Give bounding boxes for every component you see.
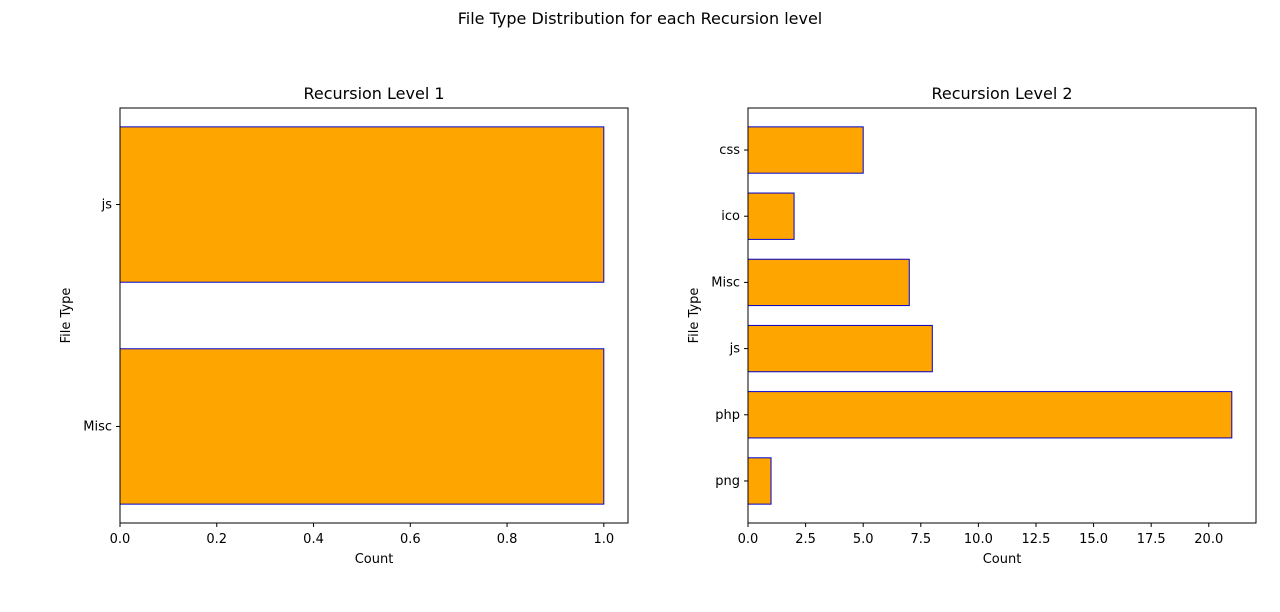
chart-title: Recursion Level 1 <box>303 84 444 103</box>
xtick-label: 15.0 <box>1079 532 1108 547</box>
axes-frame <box>747 107 1257 524</box>
chart-panel-2: css ico Misc js php png 0.0 2.5 5.0 7.5 10.0 12.5 15… <box>687 84 1257 567</box>
xtick-label: 0.6 <box>400 532 421 547</box>
chart-panel-1: js Misc 0.0 0.2 0.4 0.6 0.8 1.0 Recursion Level … <box>59 84 629 567</box>
bar-js <box>119 126 605 283</box>
x-axis-label: Count <box>983 552 1022 567</box>
bar-ico <box>747 192 795 240</box>
xtick-label: 0.4 <box>303 532 324 547</box>
bar-php <box>747 391 1233 439</box>
y-axis-label: File Type <box>687 288 702 344</box>
xtick-label: 0.0 <box>738 532 759 547</box>
ytick-label: php <box>715 408 740 423</box>
xtick-label: 12.5 <box>1022 532 1051 547</box>
ytick-label: js <box>101 198 113 213</box>
bar-css <box>747 126 864 174</box>
figure-suptitle: File Type Distribution for each Recursio… <box>457 9 823 28</box>
x-axis-label: Count <box>355 552 394 567</box>
xtick-label: 5.0 <box>853 532 874 547</box>
xtick-label: 2.5 <box>795 532 816 547</box>
ytick-label: ico <box>721 209 740 224</box>
ytick-label: Misc <box>83 419 112 434</box>
xtick-label: 20.0 <box>1194 532 1223 547</box>
xtick-label: 0.2 <box>206 532 227 547</box>
xtick-label: 10.0 <box>964 532 993 547</box>
xtick-label: 17.5 <box>1137 532 1166 547</box>
bar-misc <box>119 348 605 505</box>
ytick-label: Misc <box>711 275 740 290</box>
bar-js <box>747 324 933 373</box>
xtick-label: 7.5 <box>910 532 931 547</box>
axes-frame <box>119 107 629 524</box>
ytick-label: js <box>729 342 741 357</box>
xtick-label: 0.8 <box>497 532 518 547</box>
xtick-label: 0.0 <box>110 532 131 547</box>
ytick-label: css <box>719 143 740 158</box>
chart-title: Recursion Level 2 <box>931 84 1072 103</box>
xtick-label: 1.0 <box>593 532 614 547</box>
bar-misc <box>747 258 910 307</box>
bar-png <box>747 457 772 505</box>
ytick-label: png <box>715 474 740 489</box>
y-axis-label: File Type <box>59 288 74 344</box>
